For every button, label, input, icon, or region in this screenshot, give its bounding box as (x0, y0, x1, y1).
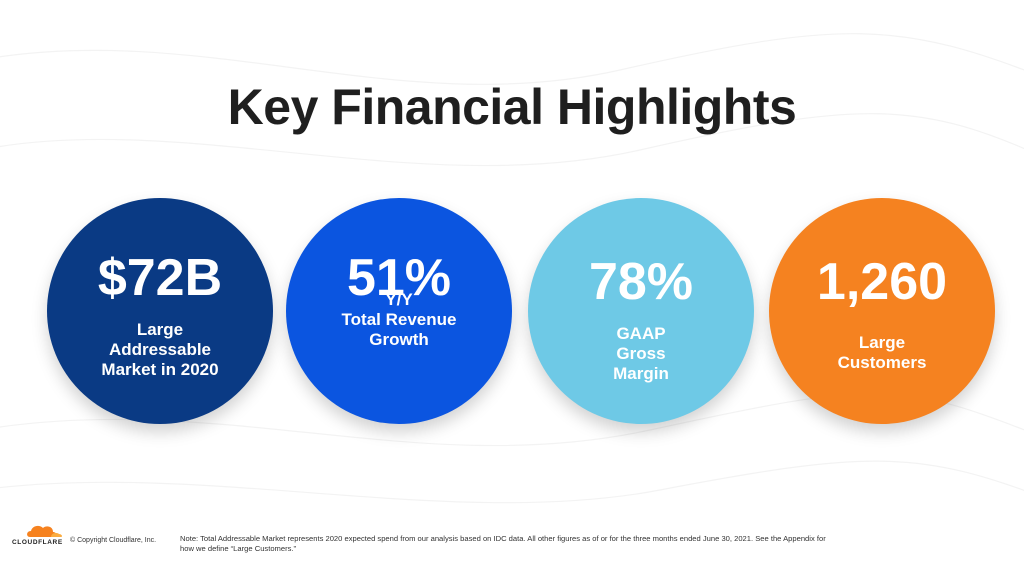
highlight-circle-large-customers: 1,260 Large Customers (769, 198, 995, 424)
highlight-circle-market: $72B Large Addressable Market in 2020 (47, 198, 273, 424)
highlight-value: 1,260 (816, 253, 948, 311)
footnote-line-1: Note: Total Addressable Market represent… (180, 534, 826, 543)
highlight-label: Large Addressable Market in 2020 (101, 320, 219, 379)
highlight-value: $72B (97, 249, 223, 307)
highlight-circle-revenue-growth: 51% Y/Y Total Revenue Growth (286, 198, 512, 424)
footnote-line-2: how we define “Large Customers.” (180, 544, 297, 553)
footnote: Note: Total Addressable Market represent… (180, 534, 1000, 554)
slide-title: Key Financial Highlights (227, 79, 797, 135)
highlight-circle-gross-margin: 78% GAAP Gross Margin (528, 198, 754, 424)
highlight-value: 78% (588, 253, 694, 311)
logo-wordmark: CLOUDFLARE (12, 539, 63, 546)
cloud-icon (27, 525, 63, 537)
highlight-value: 51% (346, 249, 452, 307)
highlight-label: GAAP Gross Margin (613, 324, 669, 383)
highlight-label: Large Customers (837, 333, 927, 372)
cloudflare-logo: CLOUDFLARE (12, 522, 72, 548)
copyright-text: © Copyright Cloudflare, Inc. (70, 537, 157, 544)
highlight-label: Y/Y Total Revenue Growth (341, 290, 457, 349)
